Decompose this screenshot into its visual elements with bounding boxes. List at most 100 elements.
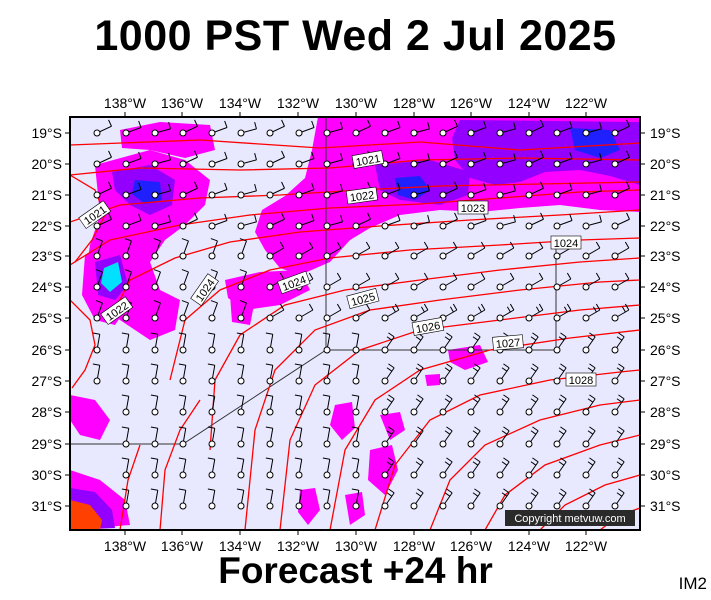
lat-label-left: 25°S	[31, 310, 62, 326]
wind-barb	[381, 182, 401, 199]
wind-barb	[322, 363, 331, 385]
wind-barb	[266, 150, 285, 168]
wind-barb	[295, 213, 315, 230]
svg-text:1026: 1026	[415, 320, 441, 336]
wind-barb	[322, 394, 331, 416]
wind-barb	[582, 332, 596, 354]
wind-barb	[294, 363, 303, 385]
wind-barb	[266, 181, 285, 199]
wind-barb	[151, 269, 161, 291]
wind-barb	[295, 151, 315, 168]
wind-barb	[236, 457, 245, 479]
wind-barb	[553, 394, 567, 416]
lat-label-right: 27°S	[650, 373, 681, 389]
wind-barb	[179, 212, 198, 230]
wind-barb	[93, 269, 103, 291]
wind-barb	[208, 300, 218, 322]
wind-barb	[351, 488, 360, 510]
lon-label-top: 132°W	[277, 95, 320, 111]
wind-barb	[611, 241, 630, 260]
lat-label-left: 23°S	[31, 248, 62, 264]
lon-label-bottom: 122°W	[565, 538, 608, 554]
wind-barb	[410, 426, 424, 448]
wind-barb	[178, 457, 187, 479]
lon-label-top: 136°W	[161, 95, 204, 111]
wind-barb	[467, 272, 486, 291]
wind-barb	[525, 488, 539, 510]
wind-barb	[525, 426, 539, 448]
isobar-line	[159, 399, 201, 530]
wind-barb	[496, 394, 510, 416]
wind-barb	[582, 394, 596, 416]
wind-barb-layer	[92, 119, 630, 510]
wind-barb	[208, 238, 218, 260]
wind-barb	[236, 363, 245, 385]
lat-label-left: 20°S	[31, 156, 62, 172]
wind-barb	[439, 119, 458, 137]
wind-barb	[525, 394, 539, 416]
isobar-line	[429, 399, 640, 530]
wind-barb	[322, 332, 331, 354]
lat-label-right: 22°S	[650, 218, 681, 234]
wind-barb	[496, 183, 516, 199]
wind-barb	[265, 488, 274, 510]
wind-barb	[150, 394, 159, 416]
wind-barb	[410, 303, 429, 322]
wind-barb	[122, 151, 142, 168]
lat-label-right: 25°S	[650, 310, 681, 326]
lat-label-right: 21°S	[650, 187, 681, 203]
wind-barb	[525, 119, 544, 137]
lat-label-left: 29°S	[31, 436, 62, 452]
lat-label-left: 27°S	[31, 373, 62, 389]
wind-barb	[611, 150, 630, 168]
svg-text:1024: 1024	[554, 238, 578, 250]
wind-barb	[467, 394, 481, 416]
lat-label-left: 30°S	[31, 467, 62, 483]
wind-barb	[439, 394, 453, 416]
wind-barb	[410, 183, 430, 199]
wind-barb	[351, 363, 360, 385]
precipitation-area	[70, 500, 102, 530]
lon-label-top: 126°W	[450, 95, 493, 111]
precipitation-area	[380, 412, 405, 440]
wind-barb	[467, 457, 481, 479]
wind-barb	[93, 300, 103, 322]
wind-barb	[439, 272, 458, 291]
wind-barb	[467, 151, 487, 168]
wind-barb	[207, 457, 216, 479]
wind-barb	[121, 332, 130, 354]
wind-barb	[236, 426, 245, 448]
isobar-line	[374, 369, 640, 530]
lat-label-right: 30°S	[650, 467, 681, 483]
precipitation-layer	[70, 117, 640, 530]
map-title: 1000 PST Wed 2 Jul 2025	[94, 12, 617, 60]
wind-barb	[351, 426, 360, 448]
wind-barb	[294, 394, 303, 416]
isobar-line	[70, 189, 640, 266]
isobar-line	[70, 181, 640, 223]
wind-barb	[150, 488, 159, 510]
wind-barb	[266, 212, 285, 230]
wind-barb	[122, 120, 142, 137]
lat-label-right: 29°S	[650, 436, 681, 452]
wind-barb	[351, 332, 360, 354]
isobar-label: 1023	[457, 200, 489, 215]
precipitation-area	[70, 395, 110, 440]
wind-barb	[582, 488, 596, 510]
wind-barb	[207, 332, 216, 354]
wind-barb	[295, 120, 315, 137]
wind-barb	[381, 426, 395, 448]
wind-barb	[151, 238, 161, 260]
wind-barb	[179, 181, 198, 199]
wind-barb	[439, 241, 458, 260]
wind-barb	[467, 120, 487, 137]
wind-barb	[582, 183, 602, 199]
copyright-box: Copyright metvuw.com	[505, 510, 635, 526]
lat-label-right: 19°S	[650, 125, 681, 141]
wind-barb	[295, 182, 315, 199]
wind-barb	[237, 152, 257, 168]
isobar-label: 1022	[345, 186, 379, 205]
wind-barb	[236, 394, 245, 416]
wind-barb	[553, 182, 573, 199]
